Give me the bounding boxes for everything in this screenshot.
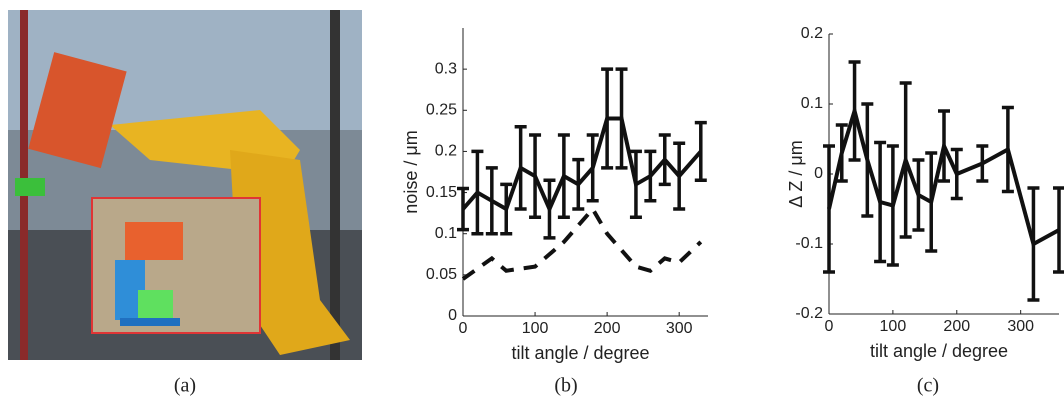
error-bar bbox=[1053, 186, 1064, 274]
error-bar bbox=[485, 166, 498, 236]
error-bar bbox=[976, 144, 989, 183]
error-bar bbox=[572, 157, 585, 211]
error-bar bbox=[899, 81, 912, 239]
error-bar bbox=[938, 109, 950, 183]
error-bar bbox=[1027, 186, 1040, 302]
x-tick-label: 200 bbox=[594, 320, 621, 337]
error-bar bbox=[1001, 105, 1014, 194]
y-tick-label: 0.1 bbox=[435, 225, 457, 242]
x-tick-label: 100 bbox=[880, 318, 907, 335]
error-bar bbox=[457, 186, 469, 232]
error-bar bbox=[848, 60, 861, 162]
y-tick-label: 0.1 bbox=[801, 95, 823, 112]
error-bar bbox=[694, 120, 707, 182]
y-tick-label: 0 bbox=[814, 165, 823, 182]
error-bar bbox=[658, 133, 671, 187]
error-bar bbox=[601, 67, 614, 170]
y-tick-label: 0.3 bbox=[435, 60, 457, 77]
series-line bbox=[461, 205, 703, 281]
panel-label: (b) bbox=[554, 375, 577, 397]
chart: 0 0.05 0.1 0.15 0.2 0.25 0.3 0 100 200 300 tilt ang… bbox=[401, 28, 708, 363]
y-tick-label: 0.05 bbox=[426, 266, 457, 283]
x-tick-label: 0 bbox=[459, 320, 468, 337]
error-bar bbox=[925, 151, 938, 253]
error-bar bbox=[615, 67, 628, 170]
error-bar bbox=[500, 182, 513, 236]
error-bar bbox=[874, 140, 887, 264]
x-tick-label: 100 bbox=[522, 320, 549, 337]
x-axis-label: tilt angle / degree bbox=[870, 341, 1008, 361]
error-bar bbox=[861, 102, 874, 218]
error-bar bbox=[912, 158, 925, 232]
y-tick-label: 0.25 bbox=[426, 102, 457, 119]
error-bar bbox=[629, 149, 642, 220]
error-bar bbox=[835, 123, 848, 183]
y-tick-label: -0.1 bbox=[795, 235, 823, 252]
y-axis-label: Δ Z / μm bbox=[786, 140, 806, 207]
error-bar bbox=[586, 133, 599, 203]
panel-label: (c) bbox=[917, 375, 939, 397]
x-tick-label: 300 bbox=[1007, 318, 1034, 335]
chart: -0.2 -0.1 0 0.1 0.2 0 100 200 300 tilt angle / de… bbox=[786, 25, 1064, 361]
y-axis-label: noise / μm bbox=[401, 130, 421, 213]
error-bar bbox=[514, 124, 527, 211]
x-tick-label: 300 bbox=[666, 320, 693, 337]
y-tick-label: -0.2 bbox=[795, 305, 823, 322]
error-bar bbox=[886, 144, 899, 267]
error-bar bbox=[950, 147, 963, 201]
error-bar bbox=[557, 133, 570, 220]
panel-label: (a) bbox=[174, 375, 196, 397]
x-tick-label: 200 bbox=[943, 318, 970, 335]
error-bar bbox=[471, 149, 484, 236]
y-tick-label: 0.2 bbox=[801, 25, 823, 42]
error-bar bbox=[543, 178, 556, 240]
error-bar bbox=[673, 141, 686, 211]
y-tick-label: 0.15 bbox=[426, 184, 457, 201]
photo bbox=[8, 10, 362, 360]
error-bar bbox=[644, 149, 657, 203]
y-tick-label: 0 bbox=[448, 307, 457, 324]
y-tick-label: 0.2 bbox=[435, 143, 457, 160]
error-bar bbox=[529, 133, 542, 220]
x-tick-label: 0 bbox=[825, 318, 834, 335]
x-axis-label: tilt angle / degree bbox=[511, 343, 649, 363]
error-bar bbox=[823, 144, 835, 274]
